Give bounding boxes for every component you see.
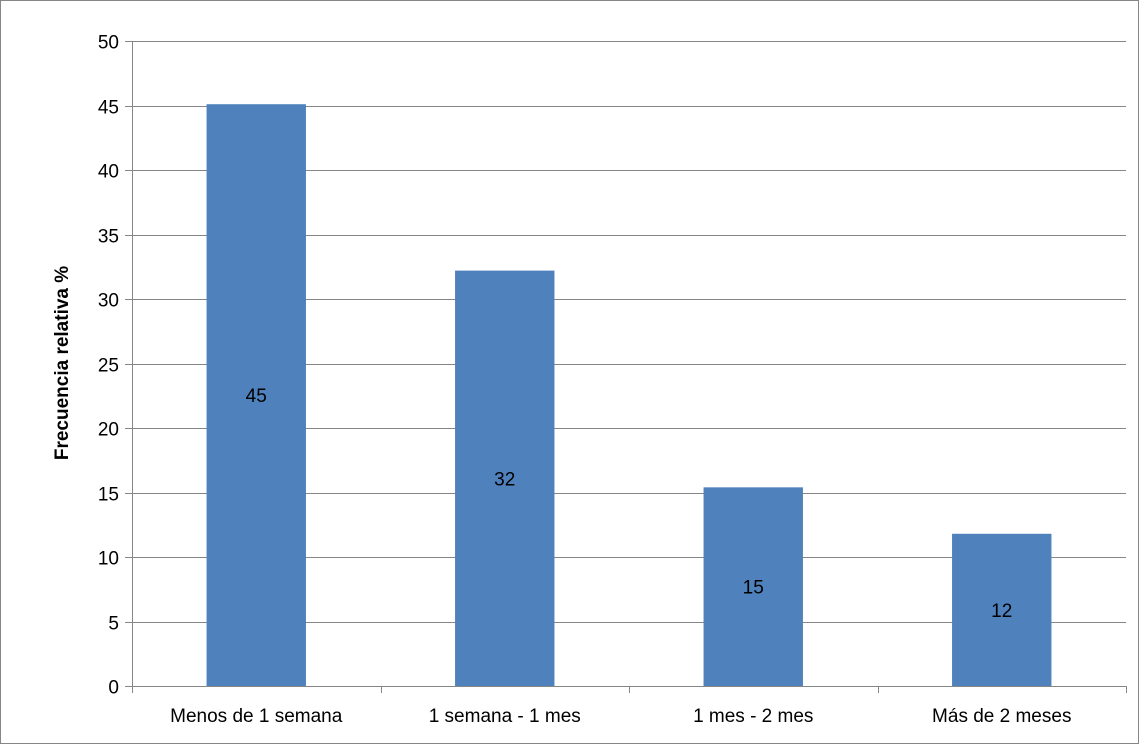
- y-tick-label: 40: [98, 162, 119, 183]
- data-label: 45: [246, 386, 267, 407]
- bar: [455, 270, 555, 686]
- data-label: 32: [494, 469, 515, 490]
- y-tick-label: 30: [98, 291, 119, 312]
- x-tick-label: Menos de 1 semana: [170, 706, 343, 727]
- y-tick-label: 45: [98, 98, 119, 119]
- y-tick-label: 25: [98, 356, 119, 377]
- y-tick-label: 35: [98, 227, 119, 248]
- bar: [703, 487, 803, 686]
- y-tick-label: 0: [108, 678, 119, 699]
- labels: 0 5 10 15 20 25 30 35 40 45 50 45 Menos de 1 semana 3…: [98, 33, 1072, 728]
- x-tick-label: Más de 2 meses: [932, 706, 1071, 727]
- bar: [206, 104, 306, 686]
- data-label: 12: [991, 601, 1012, 622]
- axes: [125, 41, 1127, 693]
- y-tick-label: 10: [98, 549, 119, 570]
- y-axis-title: Frecuencia relativa %: [52, 266, 73, 460]
- bars: [206, 104, 1052, 686]
- x-tick-label: 1 semana - 1 mes: [429, 706, 581, 727]
- y-tick-label: 5: [108, 614, 119, 635]
- y-tick-label: 15: [98, 485, 119, 506]
- y-tick-label: 50: [98, 33, 119, 54]
- bar: [952, 533, 1052, 686]
- x-tick-label: 1 mes - 2 mes: [693, 706, 813, 727]
- data-label: 15: [743, 578, 764, 599]
- y-tick-label: 20: [98, 420, 119, 441]
